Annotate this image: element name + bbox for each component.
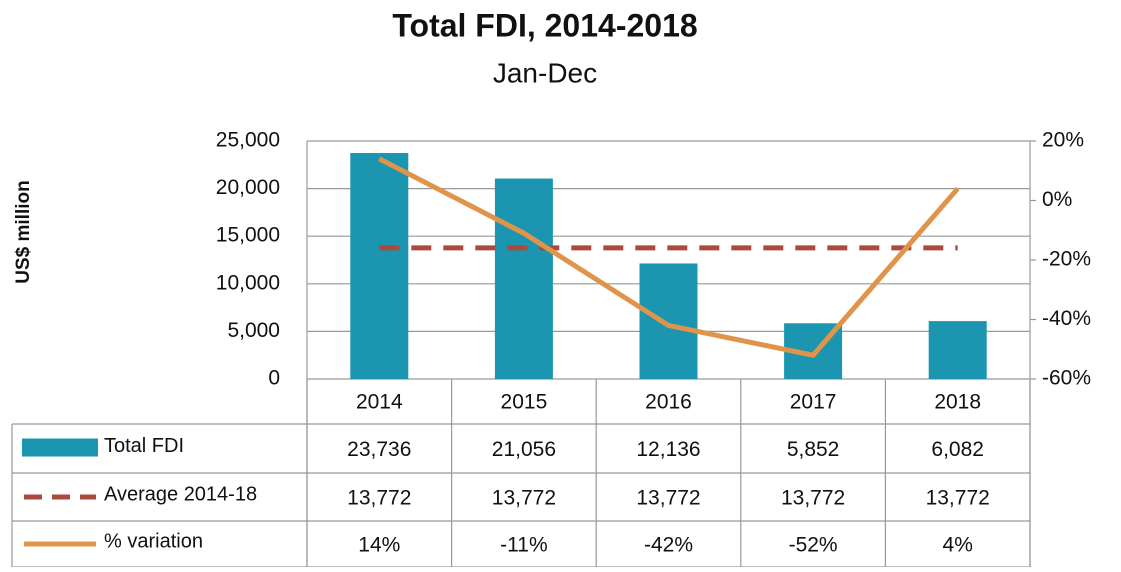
chart-title: Total FDI, 2014-2018 [392,7,697,43]
y2-tick-label: -20% [1042,248,1091,271]
variation-line [378,156,960,358]
table-value: 13,772 [492,487,556,510]
table-value: 5,852 [787,438,840,461]
chart-subtitle: Jan-Dec [493,57,597,88]
table-value: 12,136 [636,438,700,461]
table-value: 13,772 [781,487,845,510]
x-tick-label: 2017 [790,391,837,414]
x-tick-label: 2018 [934,391,981,414]
y-tick-label: 20,000 [216,176,280,199]
x-tick-label: 2015 [501,391,548,414]
y-tick-label: 25,000 [216,129,280,152]
bar [639,263,698,379]
table-value: 21,056 [492,438,556,461]
table-value: 14% [358,534,400,557]
y-tick-label: 15,000 [216,224,280,247]
legend-label: Average 2014-18 [104,483,257,505]
table-value: 13,772 [926,487,990,510]
table-value: 13,772 [347,487,411,510]
table-value: 4% [943,534,973,557]
table-value: 6,082 [931,438,984,461]
y2-tick-label: -60% [1042,367,1091,390]
table-value: -42% [644,534,693,557]
legend-key [22,438,98,457]
legend-label: % variation [104,530,203,552]
y-tick-label: 5,000 [227,319,280,342]
bar [928,321,987,379]
legend-label: Total FDI [104,435,184,457]
y-tick-label: 10,000 [216,271,280,294]
bar [350,153,409,379]
bar [494,178,553,379]
table-value: 23,736 [347,438,411,461]
y2-tick-label: 20% [1042,129,1084,152]
y-tick-label: 0 [268,367,280,390]
table-value: -52% [789,534,838,557]
table-value: 13,772 [636,487,700,510]
y2-tick-label: -40% [1042,307,1091,330]
y2-tick-label: 0% [1042,188,1072,211]
table-value: -11% [500,534,547,557]
x-tick-label: 2014 [356,391,403,414]
y-axis-label: US$ million [13,180,34,283]
x-tick-label: 2016 [645,391,692,414]
